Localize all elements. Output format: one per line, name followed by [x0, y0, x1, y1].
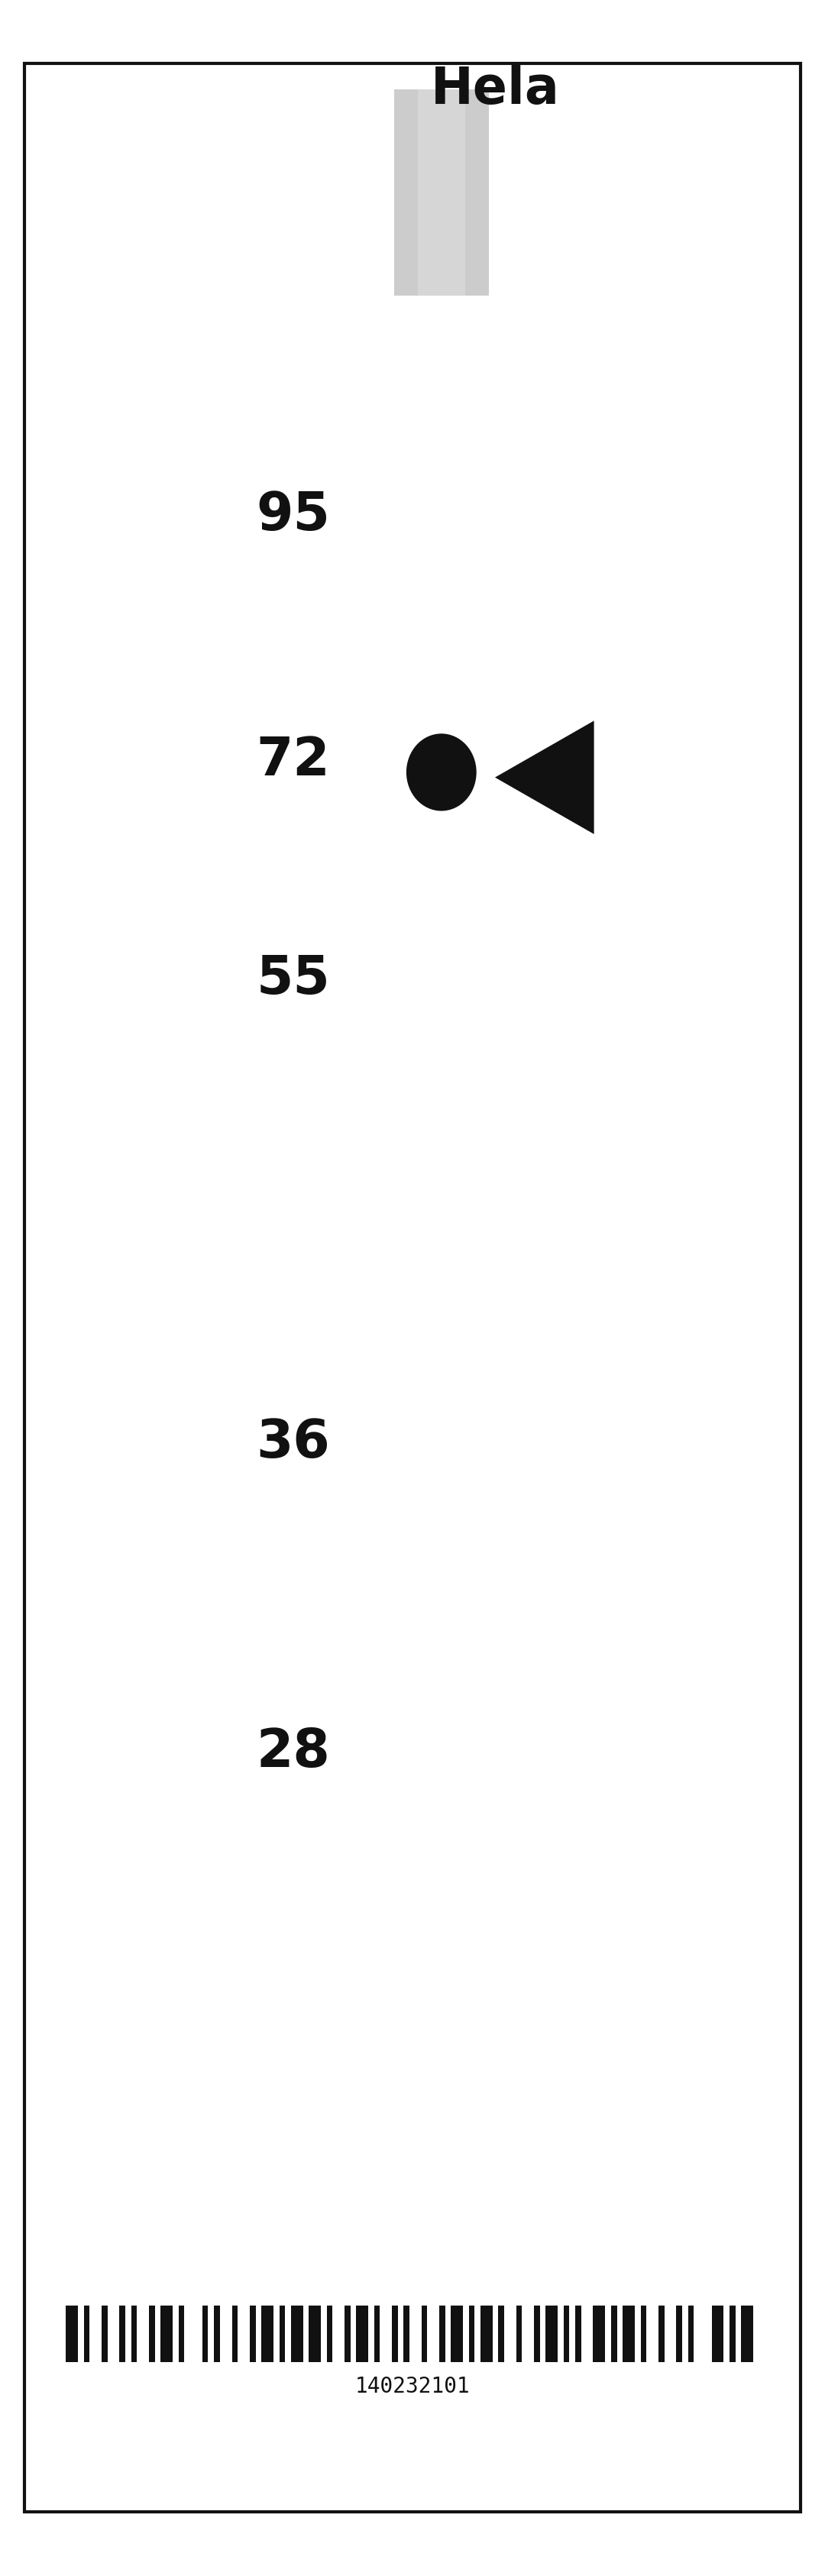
Bar — [131, 2306, 137, 2362]
Bar — [658, 2306, 664, 2362]
Bar — [729, 2306, 735, 2362]
Bar — [741, 2306, 753, 2362]
Bar — [451, 2306, 463, 2362]
Bar — [417, 90, 465, 296]
Bar — [327, 2306, 332, 2362]
Bar — [422, 2306, 427, 2362]
Bar — [84, 2306, 90, 2362]
Bar — [178, 2306, 185, 2362]
Bar — [232, 2306, 238, 2362]
Text: 55: 55 — [256, 953, 330, 1005]
Bar — [214, 2306, 220, 2362]
Text: Hela: Hela — [431, 64, 559, 116]
Text: 28: 28 — [256, 1726, 330, 1777]
Bar — [309, 2306, 321, 2362]
Bar — [640, 2306, 647, 2362]
Bar — [563, 2306, 569, 2362]
Bar — [469, 2306, 474, 2362]
Bar — [262, 2306, 273, 2362]
Bar — [202, 2306, 208, 2362]
Bar — [575, 2306, 582, 2362]
Bar — [481, 2306, 493, 2362]
Bar — [279, 2306, 285, 2362]
Bar — [593, 2306, 605, 2362]
Bar — [546, 2306, 558, 2362]
Bar — [676, 2306, 682, 2362]
Ellipse shape — [407, 734, 477, 811]
Bar — [623, 2306, 634, 2362]
Bar — [250, 2306, 256, 2362]
Text: 36: 36 — [256, 1417, 330, 1468]
Bar — [374, 2306, 380, 2362]
Bar — [291, 2306, 303, 2362]
Bar — [439, 2306, 445, 2362]
Bar — [120, 2306, 125, 2362]
Bar — [149, 2306, 155, 2362]
Bar — [403, 2306, 409, 2362]
Bar — [688, 2306, 694, 2362]
Bar — [392, 2306, 398, 2362]
Bar — [534, 2306, 540, 2362]
Polygon shape — [495, 721, 594, 835]
Text: 72: 72 — [257, 734, 330, 786]
Text: 140232101: 140232101 — [355, 2375, 470, 2396]
Bar — [161, 2306, 172, 2362]
Bar — [394, 90, 489, 296]
Bar — [101, 2306, 107, 2362]
Text: 95: 95 — [256, 489, 330, 541]
Bar — [356, 2306, 368, 2362]
Bar — [611, 2306, 617, 2362]
Bar — [498, 2306, 504, 2362]
Bar — [66, 2306, 78, 2362]
Bar — [516, 2306, 522, 2362]
Bar — [344, 2306, 351, 2362]
Bar — [712, 2306, 724, 2362]
